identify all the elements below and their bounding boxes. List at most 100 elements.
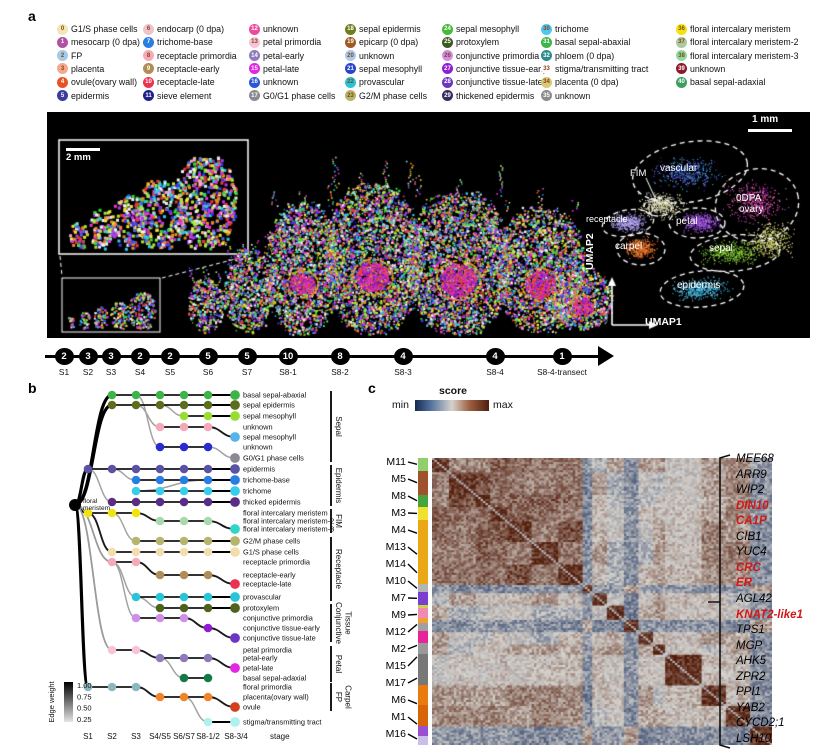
gene-label: TPS1 <box>736 624 765 637</box>
legend-item: 18 sepal epidermis <box>345 23 421 35</box>
module-label: M4 <box>391 524 406 536</box>
legend-cluster-dot: 26 <box>442 50 453 62</box>
module-strip-segment <box>418 494 428 507</box>
legend-cluster-dot: 36 <box>676 23 687 35</box>
stage-label: S4 <box>134 367 146 377</box>
module-strip-segment <box>418 584 428 592</box>
edge-weight-label: Edge weight <box>47 680 56 722</box>
lineage-row-label: trichome <box>243 487 271 496</box>
gene-label: KNAT2-like1 <box>736 608 803 621</box>
legend-item: 38 floral intercalary meristem-3 <box>676 50 799 62</box>
legend-cluster-label: placenta (0 dpa) <box>555 77 619 88</box>
module-strip-segment <box>418 618 428 623</box>
lineage-row-label: thicked epidermis <box>243 498 301 507</box>
gene-label: AHK5 <box>736 655 767 668</box>
lineage-row-label: petal-late <box>243 664 273 673</box>
stage-label: S3 <box>105 367 117 377</box>
stage-label: S1 <box>58 367 70 377</box>
module-connector <box>407 699 418 705</box>
tissue-group-label: Carpel <box>344 685 353 709</box>
module-connector <box>407 623 418 633</box>
module-label: M8 <box>391 490 406 502</box>
legend-cluster-label: sepal epidermis <box>359 24 421 34</box>
legend-item: 21 sepal mesophyll <box>345 63 422 75</box>
lineage-row-label: unknown <box>243 443 273 452</box>
module-strip-segment <box>418 725 428 736</box>
lineage-row-label: basal sepal-adaxial <box>243 674 307 683</box>
legend-cluster-label: petal primordia <box>263 37 322 48</box>
module-strip-segment <box>418 622 428 632</box>
legend-item: 7 trichome-base <box>143 36 213 48</box>
gene-label: PPI1 <box>736 686 761 699</box>
legend-cluster-dot: 22 <box>345 76 356 88</box>
legend-item: 9 receptacle-early <box>143 63 220 75</box>
stage-label: S8-3 <box>394 367 412 377</box>
stage-arrow <box>45 354 600 358</box>
legend-cluster-label: conjunctive tissue-late <box>456 77 543 88</box>
legend-item: 26 conjunctive primordia <box>442 50 539 62</box>
lineage-row-label: floral intercalary meristem-3 <box>243 525 334 534</box>
score-min-label: min <box>392 399 409 411</box>
legend-cluster-dot: 0 <box>57 23 68 35</box>
legend-cluster-dot: 30 <box>541 23 552 35</box>
module-label: M3 <box>391 507 406 519</box>
legend-cluster-label: epicarp (0 dpa) <box>359 37 419 48</box>
stage-section-count: 1 <box>552 347 572 365</box>
legend-item: 37 floral intercalary meristem-2 <box>676 36 799 48</box>
module-label: M14 <box>385 558 406 570</box>
stage-axis-title: stage <box>270 732 290 741</box>
panel-a-letter: a <box>28 8 36 24</box>
gene-label: ARR9 <box>736 468 767 481</box>
lineage-row-label: petal-early <box>243 654 278 663</box>
legend-cluster-label: sepal mesophyll <box>456 24 520 34</box>
gene-label: YUC4 <box>736 546 767 559</box>
legend-cluster-label: receptacle-late <box>157 77 215 88</box>
module-connector <box>407 546 418 555</box>
stage-section-count: 3 <box>101 347 121 365</box>
tissue-group-label: Sepal <box>334 416 343 437</box>
gene-label: AGL42 <box>736 592 772 605</box>
legend-cluster-label: sepal mesophyll <box>359 63 423 74</box>
legend-cluster-dot: 16 <box>249 76 260 88</box>
legend-cluster-dot: 3 <box>57 63 68 75</box>
umap-y-label: UMAP2 <box>584 233 596 270</box>
legend-item: 10 receptacle-late <box>143 76 215 88</box>
gene-label: CYCD2;1 <box>736 717 785 730</box>
tissue-group-label: Conjunctive <box>334 602 343 644</box>
legend-item: 19 epicarp (0 dpa) <box>345 36 418 48</box>
tissue-group-label: Petal <box>334 655 343 673</box>
legend-cluster-label: stigma/transmitting tract <box>555 63 649 74</box>
lineage-row-label: floral primordia <box>243 683 293 692</box>
lineage-row-label: floral intercalary meristem-2 <box>243 517 334 526</box>
legend-cluster-dot: 18 <box>345 23 356 35</box>
module-strip-segment <box>418 735 428 745</box>
lineage-row-label: floral intercalary meristem <box>243 509 328 518</box>
legend-cluster-dot: 20 <box>345 50 356 62</box>
legend-cluster-dot: 34 <box>541 76 552 88</box>
stage-label: S8-2 <box>331 367 349 377</box>
legend-cluster-dot: 15 <box>249 63 260 75</box>
umap-region-label: epidermis <box>677 280 721 291</box>
legend-cluster-label: floral intercalary meristem-2 <box>690 37 799 48</box>
panel-b-letter: b <box>28 380 37 396</box>
umap-x-label: UMAP1 <box>645 316 682 328</box>
module-label: M17 <box>385 677 406 689</box>
legend-cluster-label: conjunctive primordia <box>456 50 540 61</box>
legend-item: 33 stigma/transmitting tract <box>541 63 648 75</box>
legend-cluster-dot: 11 <box>143 90 154 101</box>
legend-cluster-dot: 13 <box>249 36 260 48</box>
stage-label: S8-4-transect <box>537 367 587 377</box>
legend-item: 23 G2/M phase cells <box>345 90 427 102</box>
stage-arrow-head <box>598 346 614 366</box>
legend-item: 34 placenta (0 dpa) <box>541 76 619 88</box>
legend-item: 36 floral intercalary meristem <box>676 23 791 35</box>
lineage-row-label: placenta(ovary wall) <box>243 693 309 702</box>
tissue-group-label: Tissue <box>344 611 353 635</box>
legend-item: 12 unknown <box>249 23 298 35</box>
legend-cluster-dot: 17 <box>249 90 260 101</box>
module-label: M16 <box>385 728 406 740</box>
module-connector <box>407 529 418 534</box>
edge-weight-tick: 0.75 <box>77 692 92 701</box>
legend-cluster-label: unknown <box>263 77 299 88</box>
